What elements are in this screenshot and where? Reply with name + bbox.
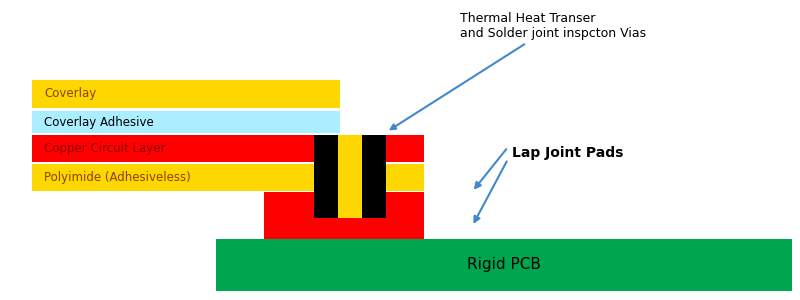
Bar bbox=[362, 135, 386, 219]
Text: Lap Joint Pads: Lap Joint Pads bbox=[512, 146, 623, 160]
Text: Copper Circuit Layer: Copper Circuit Layer bbox=[44, 142, 166, 155]
Bar bbox=[314, 135, 338, 219]
Text: Coverlay Adhesive: Coverlay Adhesive bbox=[44, 116, 154, 129]
Text: Coverlay: Coverlay bbox=[44, 87, 96, 100]
Bar bbox=[32, 111, 340, 134]
Bar bbox=[264, 192, 424, 218]
Text: Thermal Heat Transer
and Solder joint inspcton Vias: Thermal Heat Transer and Solder joint in… bbox=[390, 12, 646, 129]
Bar bbox=[32, 80, 340, 108]
Bar bbox=[32, 135, 424, 162]
Text: Polyimide (Adhesiveless): Polyimide (Adhesiveless) bbox=[44, 170, 190, 184]
Bar bbox=[338, 135, 362, 219]
Bar bbox=[216, 238, 792, 291]
Bar bbox=[32, 164, 424, 190]
Bar bbox=[264, 218, 424, 239]
Text: Rigid PCB: Rigid PCB bbox=[467, 257, 541, 272]
